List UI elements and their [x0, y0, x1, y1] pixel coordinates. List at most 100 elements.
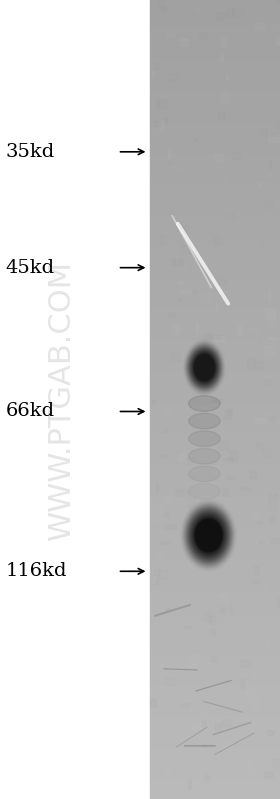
Bar: [150, 34, 280, 38]
Ellipse shape: [193, 516, 224, 555]
Bar: [150, 629, 280, 631]
Bar: [150, 793, 280, 797]
Bar: [150, 410, 280, 413]
Bar: [228, 530, 237, 532]
Ellipse shape: [195, 519, 222, 551]
Bar: [150, 22, 280, 24]
Bar: [240, 660, 250, 666]
Bar: [159, 121, 164, 130]
Bar: [150, 599, 280, 602]
Bar: [150, 221, 280, 224]
Bar: [150, 767, 280, 769]
Bar: [204, 230, 211, 236]
Bar: [150, 623, 280, 626]
Bar: [215, 335, 221, 338]
Bar: [168, 149, 170, 158]
Bar: [150, 687, 280, 690]
Ellipse shape: [192, 515, 225, 556]
Bar: [150, 202, 280, 205]
Bar: [210, 629, 215, 634]
Bar: [224, 176, 226, 185]
Bar: [150, 181, 280, 184]
Bar: [269, 161, 271, 168]
Ellipse shape: [197, 521, 220, 550]
Bar: [161, 6, 166, 10]
Bar: [150, 218, 280, 221]
Bar: [178, 38, 187, 40]
Bar: [150, 26, 280, 30]
Bar: [150, 320, 280, 322]
Bar: [150, 607, 280, 610]
Bar: [150, 626, 280, 629]
Bar: [278, 598, 280, 606]
Bar: [150, 679, 280, 682]
Bar: [150, 208, 280, 210]
Bar: [150, 258, 280, 261]
Bar: [150, 117, 280, 120]
Bar: [150, 312, 280, 314]
Bar: [188, 781, 191, 788]
Bar: [193, 291, 196, 293]
Bar: [150, 8, 280, 10]
Bar: [150, 104, 280, 106]
Bar: [277, 0, 279, 3]
Bar: [150, 70, 280, 72]
Bar: [165, 525, 176, 529]
Bar: [150, 136, 280, 138]
Ellipse shape: [191, 513, 226, 558]
Bar: [150, 122, 280, 125]
Bar: [220, 93, 229, 101]
Bar: [150, 282, 280, 285]
Bar: [150, 368, 280, 370]
Bar: [150, 144, 280, 146]
Bar: [203, 354, 209, 358]
Bar: [150, 682, 280, 685]
Ellipse shape: [189, 431, 220, 447]
Bar: [150, 309, 280, 312]
Bar: [269, 134, 279, 141]
Bar: [150, 333, 280, 336]
Bar: [150, 256, 280, 258]
Bar: [150, 413, 280, 415]
Bar: [150, 501, 280, 503]
Bar: [150, 719, 280, 721]
Bar: [150, 62, 280, 64]
Bar: [150, 176, 280, 178]
Bar: [150, 386, 280, 389]
Ellipse shape: [182, 501, 235, 570]
Bar: [150, 517, 280, 519]
Bar: [150, 125, 280, 128]
Bar: [150, 14, 280, 16]
Bar: [150, 325, 280, 328]
Bar: [277, 123, 280, 128]
Bar: [223, 410, 232, 419]
Bar: [150, 658, 280, 661]
Bar: [150, 634, 280, 637]
Bar: [150, 530, 280, 533]
Bar: [150, 703, 280, 706]
Bar: [150, 453, 280, 455]
Bar: [168, 161, 171, 164]
Bar: [150, 394, 280, 397]
Bar: [150, 38, 280, 40]
Ellipse shape: [188, 510, 229, 561]
Bar: [159, 504, 162, 513]
Bar: [185, 493, 186, 498]
Bar: [215, 154, 223, 161]
Bar: [150, 721, 280, 725]
Bar: [150, 439, 280, 442]
Bar: [150, 613, 280, 615]
Bar: [150, 168, 280, 170]
Bar: [150, 706, 280, 709]
Bar: [217, 267, 223, 274]
Bar: [150, 602, 280, 605]
Bar: [150, 533, 280, 535]
Bar: [150, 781, 280, 783]
Bar: [155, 552, 162, 557]
Bar: [261, 129, 267, 136]
Bar: [150, 192, 280, 194]
Ellipse shape: [189, 448, 220, 464]
Bar: [150, 445, 280, 447]
Bar: [150, 741, 280, 743]
Bar: [150, 693, 280, 695]
